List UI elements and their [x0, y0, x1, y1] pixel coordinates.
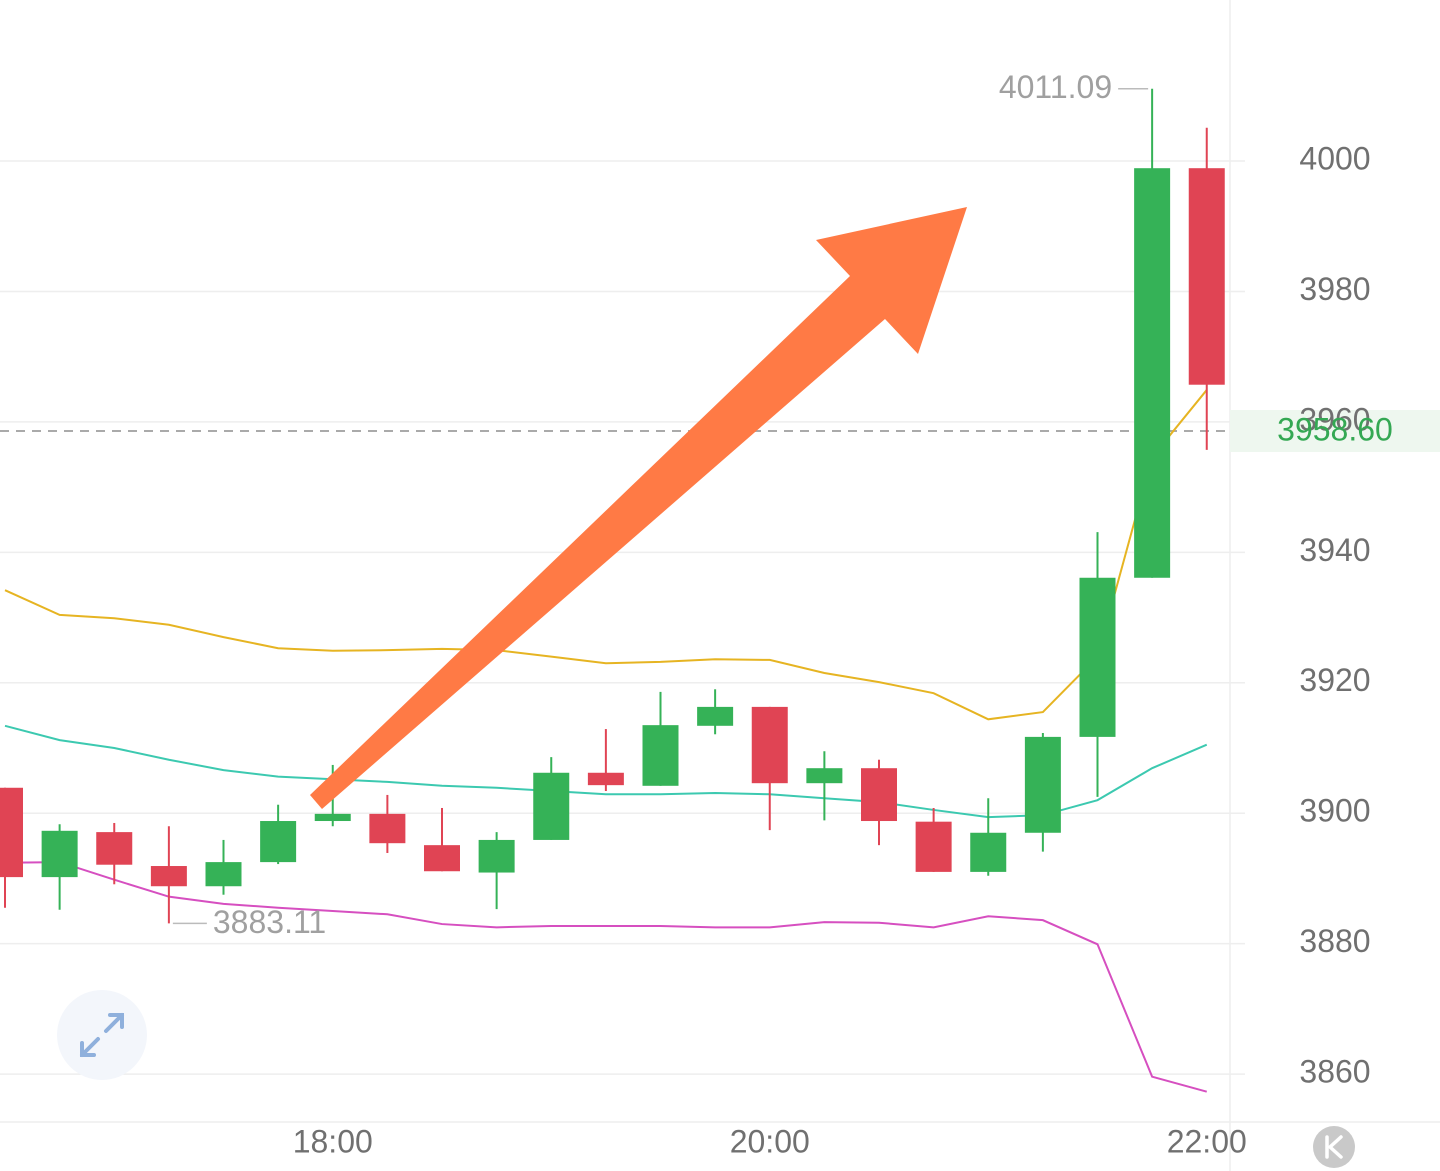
candle-body [697, 706, 734, 726]
candle-body [751, 706, 788, 784]
y-tick-label: 3980 [1299, 271, 1370, 307]
expand-button[interactable] [57, 990, 147, 1080]
indicator-line [4, 389, 1208, 721]
last-price-badge [1230, 410, 1440, 453]
candle-body [41, 830, 78, 878]
candle-body [314, 813, 351, 822]
max-marker-label: 4011.09 [999, 69, 1112, 105]
candle-body [478, 839, 515, 873]
candle-body [1024, 736, 1061, 833]
candle-body [1188, 168, 1225, 385]
candle-body [642, 725, 679, 786]
candle-body [806, 768, 843, 784]
candle-body [533, 772, 570, 840]
candle-body [150, 866, 187, 887]
x-tick-label: 18:00 [293, 1123, 373, 1159]
candle-body [424, 845, 460, 872]
x-tick-label: 22:00 [1167, 1123, 1247, 1159]
y-tick-label: 3880 [1299, 923, 1370, 959]
indicator-line [4, 861, 1208, 1093]
candle-body [1079, 577, 1116, 737]
candle-body [0, 787, 23, 878]
last-price-label: 3958.60 [1277, 411, 1393, 447]
candle-body [260, 821, 297, 863]
indicator-line [4, 724, 1208, 819]
candle-body [861, 768, 897, 822]
candle-body [587, 772, 624, 786]
candle-body [970, 832, 1007, 872]
k-button[interactable] [1313, 1126, 1355, 1168]
y-tick-label: 3960 [1299, 401, 1370, 437]
y-tick-label: 3860 [1299, 1054, 1370, 1090]
candle-body [915, 821, 952, 872]
trend-arrow [310, 207, 967, 809]
y-tick-label: 4000 [1299, 140, 1370, 176]
candle-body [205, 862, 242, 887]
y-tick-label: 3900 [1299, 793, 1370, 829]
candle-body [96, 832, 133, 865]
y-tick-label: 3940 [1299, 532, 1370, 568]
y-tick-label: 3920 [1299, 662, 1370, 698]
x-tick-label: 20:00 [730, 1123, 810, 1159]
candle-body [369, 813, 406, 844]
min-marker-label: 3883.11 [213, 904, 326, 940]
candle-body [1134, 168, 1171, 578]
